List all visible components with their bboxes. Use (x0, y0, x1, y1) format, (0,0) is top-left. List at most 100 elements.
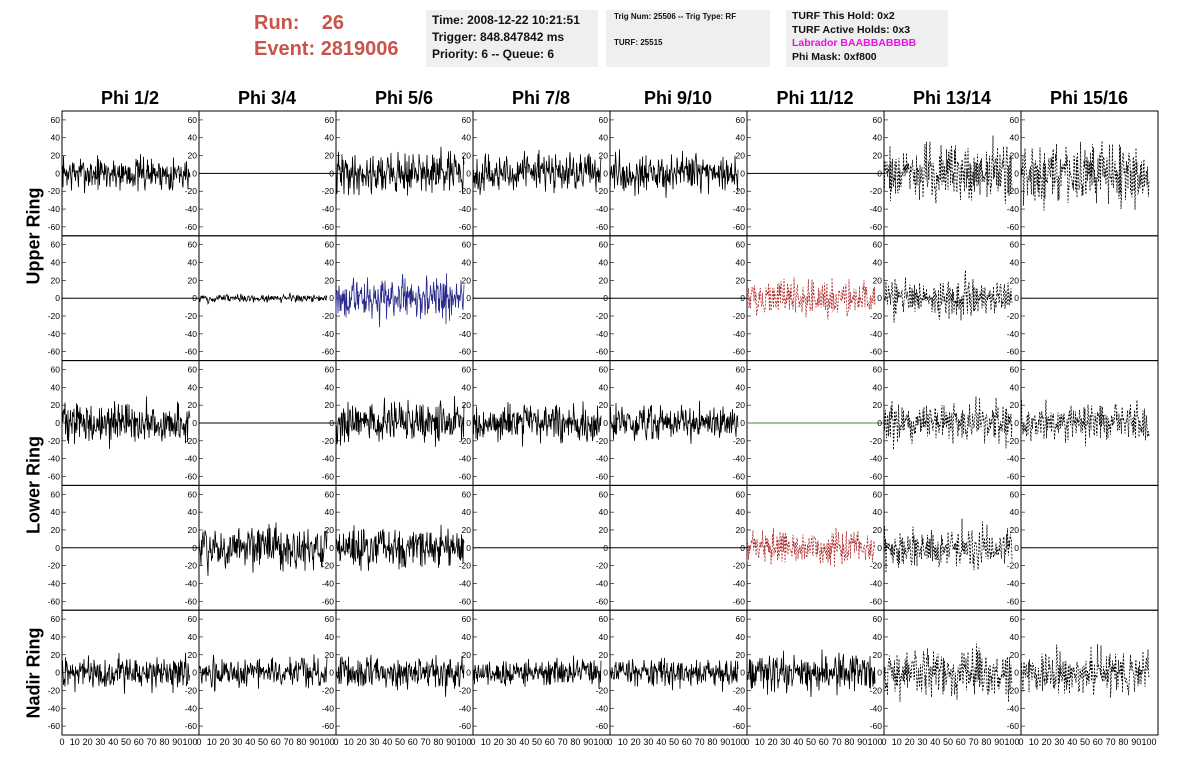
y-tick-label: 60 (599, 489, 609, 499)
waveform-trace (609, 149, 739, 198)
y-tick-label: 20 (736, 650, 746, 660)
waveform-trace (198, 292, 328, 305)
y-tick-label: -60 (185, 721, 198, 731)
y-tick-label: 0 (192, 668, 197, 678)
waveform-panel: -60 -40 -20 0 20 40 60 (322, 235, 474, 362)
waveform-panel: -60 -40 -20 0 20 40 60 (1007, 360, 1159, 486)
y-tick-label: -40 (733, 204, 746, 214)
y-tick-label: 20 (51, 525, 61, 535)
y-tick-label: -40 (48, 578, 61, 588)
y-tick-label: -60 (1007, 347, 1020, 357)
y-tick-label: 40 (51, 382, 61, 392)
y-tick-label: -20 (733, 436, 746, 446)
y-tick-label: 20 (51, 275, 61, 285)
waveform-panel: -60 -40 -20 0 20 40 60 (1007, 484, 1159, 611)
y-tick-label: 60 (1010, 115, 1020, 125)
x-tick-label: 100 (1141, 737, 1156, 747)
y-tick-label: 60 (325, 115, 335, 125)
y-tick-label: 20 (599, 275, 609, 285)
x-tick-label: 70 (147, 737, 157, 747)
x-tick-label: 30 (1054, 737, 1064, 747)
y-tick-label: -40 (185, 578, 198, 588)
x-tick-label: 60 (1093, 737, 1103, 747)
y-tick-label: 0 (740, 293, 745, 303)
y-tick-label: 40 (736, 382, 746, 392)
y-tick-label: -60 (459, 471, 472, 481)
priority-text: Priority: 6 -- Queue: 6 (432, 47, 555, 61)
x-tick-label: 40 (930, 737, 940, 747)
waveform-panel: -60 -40 -20 0 20 40 60 (733, 235, 885, 362)
panel-frame (883, 360, 1022, 486)
y-tick-label: -20 (733, 186, 746, 196)
y-tick-label: 40 (188, 133, 198, 143)
phi-header: Phi 15/16 (1049, 88, 1129, 108)
waveform-trace (61, 154, 191, 194)
y-tick-label: 20 (599, 400, 609, 410)
phi-mask-text: Phi Mask: 0xf800 (792, 50, 877, 63)
y-tick-label: 40 (51, 507, 61, 517)
x-tick-label: 50 (532, 737, 542, 747)
y-tick-label: -40 (1007, 204, 1020, 214)
y-tick-label: -40 (596, 703, 609, 713)
x-tick-label: 100 (319, 737, 334, 747)
x-tick-label: 90 (446, 737, 456, 747)
x-tick-label: 80 (159, 737, 169, 747)
y-tick-label: 0 (55, 168, 60, 178)
x-tick-label: 20 (768, 737, 778, 747)
y-tick-label: 0 (877, 168, 882, 178)
waveform-trace (335, 146, 465, 196)
y-tick-label: 0 (740, 418, 745, 428)
x-tick-label: 0 (744, 737, 749, 747)
y-tick-label: 20 (1010, 275, 1020, 285)
turf-active-text: TURF Active Holds: 0x3 (792, 23, 911, 36)
y-tick-label: 20 (325, 525, 335, 535)
waveform-trace (472, 401, 602, 447)
waveform-panel: -60 -40 -20 0 20 40 60 (185, 235, 337, 362)
y-tick-label: 0 (55, 418, 60, 428)
y-tick-label: 20 (462, 275, 472, 285)
y-tick-label: 0 (1014, 293, 1019, 303)
y-tick-label: 40 (599, 382, 609, 392)
y-tick-label: -40 (1007, 454, 1020, 464)
y-tick-label: 60 (873, 240, 883, 250)
x-tick-label: 10 (344, 737, 354, 747)
panel-frame (746, 235, 885, 362)
y-tick-label: -20 (596, 186, 609, 196)
y-tick-label: 0 (329, 543, 334, 553)
y-tick-label: -40 (48, 703, 61, 713)
y-tick-label: -20 (596, 561, 609, 571)
waveform-panel: -60 -40 -20 0 20 40 60 (596, 110, 748, 237)
y-tick-label: -60 (185, 596, 198, 606)
y-tick-label: -40 (870, 454, 883, 464)
waveform-trace (746, 277, 876, 320)
y-tick-label: 20 (873, 400, 883, 410)
y-tick-label: 40 (736, 507, 746, 517)
y-tick-label: 0 (740, 543, 745, 553)
y-tick-label: 40 (188, 632, 198, 642)
waveform-trace (198, 654, 328, 692)
x-tick-label: 0 (59, 737, 64, 747)
x-tick-label: 100 (867, 737, 882, 747)
y-tick-label: -60 (1007, 721, 1020, 731)
y-tick-label: 20 (462, 650, 472, 660)
y-tick-label: 20 (188, 525, 198, 535)
y-tick-label: -60 (459, 347, 472, 357)
waveform-panel: -60 -40 -20 0 20 40 60 (870, 360, 1022, 486)
y-tick-label: 0 (55, 668, 60, 678)
y-tick-label: -60 (596, 596, 609, 606)
y-tick-label: 40 (736, 632, 746, 642)
y-tick-label: 40 (325, 382, 335, 392)
y-tick-label: -60 (733, 471, 746, 481)
y-tick-label: -60 (48, 721, 61, 731)
y-tick-label: -60 (1007, 222, 1020, 232)
y-tick-label: 0 (466, 543, 471, 553)
x-tick-label: 10 (1029, 737, 1039, 747)
y-tick-label: -40 (596, 204, 609, 214)
y-tick-label: 60 (736, 240, 746, 250)
waveform-trace (1020, 399, 1150, 447)
